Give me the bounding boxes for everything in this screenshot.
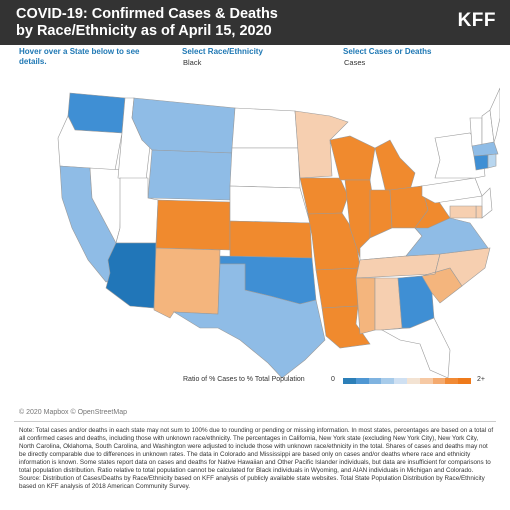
kff-logo: KFF (457, 10, 496, 31)
state-me[interactable] (489, 87, 500, 143)
title-line-1: COVID-19: Confirmed Cases & Deaths (16, 6, 278, 22)
legend-swatch (432, 378, 446, 384)
state-vt[interactable] (469, 117, 483, 147)
race-select-label: Select Race/Ethnicity (182, 47, 263, 56)
state-mi[interactable] (374, 139, 416, 194)
state-ct[interactable] (473, 154, 489, 171)
state-co[interactable] (155, 199, 231, 251)
notes-section: Note: Total cases and/or deaths in each … (19, 427, 495, 491)
divider (14, 421, 496, 422)
title-line-2: by Race/Ethnicity as of April 15, 2020 (16, 23, 272, 39)
header-bar: COVID-19: Confirmed Cases & Deaths by Ra… (0, 0, 510, 45)
state-fl[interactable] (380, 317, 451, 378)
legend-swatch (394, 378, 407, 384)
state-tx[interactable] (172, 263, 326, 378)
hover-hint-line-2: details. (19, 57, 47, 66)
note-text: Note: Total cases and/or deaths in each … (19, 427, 494, 474)
state-ks[interactable] (229, 220, 313, 259)
us-map-svg (57, 87, 500, 378)
legend-swatch (355, 378, 369, 384)
hover-hint: Hover over a State below to see details. (19, 47, 140, 67)
state-nj[interactable] (481, 187, 493, 219)
state-ia[interactable] (299, 177, 349, 215)
legend-swatch (343, 378, 356, 384)
state-ms[interactable] (355, 277, 376, 335)
state-wa[interactable] (67, 92, 126, 134)
legend-swatch (381, 378, 395, 384)
state-ri[interactable] (487, 153, 497, 169)
state-sd[interactable] (229, 147, 301, 189)
metric-select-label: Select Cases or Deaths (343, 47, 432, 56)
state-md[interactable] (449, 205, 477, 219)
legend-swatch (445, 378, 459, 384)
legend-swatch (406, 378, 420, 384)
page-title: COVID-19: Confirmed Cases & Deaths by Ra… (16, 6, 316, 40)
race-select[interactable]: Black (183, 58, 202, 67)
legend-title: Ratio of % Cases to % Total Population (183, 376, 305, 383)
legend-swatch (419, 378, 433, 384)
legend-max: 2+ (477, 376, 485, 383)
source-text: Source: Distribution of Cases/Deaths by … (19, 475, 485, 490)
legend-min: 0 (331, 376, 335, 383)
state-nm[interactable] (153, 247, 221, 319)
metric-select[interactable]: Cases (344, 58, 366, 67)
state-ma[interactable] (471, 141, 499, 157)
state-pa[interactable] (421, 177, 483, 204)
controls-row: Hover over a State below to see details.… (0, 47, 510, 71)
us-map (30, 78, 500, 378)
state-wy[interactable] (147, 149, 233, 201)
state-mt[interactable] (131, 97, 236, 154)
hover-hint-line-1: Hover over a State below to see (19, 47, 140, 56)
legend-swatch (458, 378, 471, 384)
state-nd[interactable] (231, 107, 299, 149)
map-attribution: © 2020 Mapbox © OpenStreetMap (19, 409, 127, 416)
state-al[interactable] (374, 277, 403, 331)
state-de[interactable] (475, 205, 483, 219)
state-ar[interactable] (315, 267, 361, 309)
legend-swatch (368, 378, 382, 384)
state-ne[interactable] (229, 185, 311, 224)
state-az[interactable] (105, 242, 157, 309)
state-wi[interactable] (329, 135, 376, 181)
legend-color-scale (343, 378, 471, 384)
